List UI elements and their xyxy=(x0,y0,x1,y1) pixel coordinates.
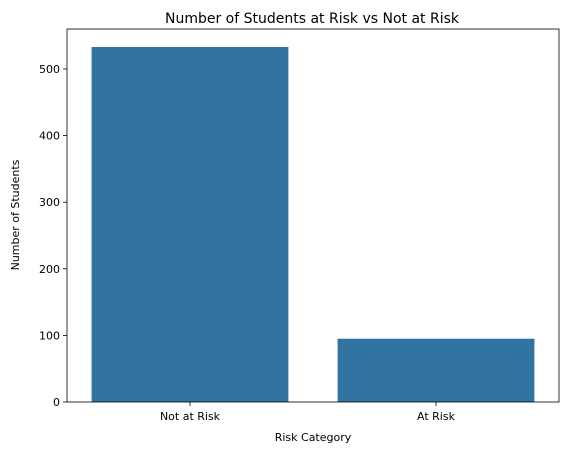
y-tick-label: 500 xyxy=(39,63,60,76)
plot-frame xyxy=(66,28,560,403)
y-tick-label: 300 xyxy=(39,196,60,209)
y-axis-ticks: 0 100 200 300 400 500 xyxy=(39,63,67,409)
y-tick-label: 0 xyxy=(53,396,60,409)
y-tick-label: 100 xyxy=(39,329,60,342)
bar-not-at-risk xyxy=(91,46,289,403)
x-axis-ticks: Not at Risk At Risk xyxy=(160,402,456,423)
chart-title: Number of Students at Risk vs Not at Ris… xyxy=(165,11,460,27)
y-axis-label: Number of Students xyxy=(9,159,22,270)
x-tick-label: At Risk xyxy=(417,410,456,423)
y-tick-label: 400 xyxy=(39,130,60,143)
x-tick-label: Not at Risk xyxy=(160,410,221,423)
bar-at-risk xyxy=(337,338,535,402)
bars-group xyxy=(91,46,535,403)
y-tick-label: 200 xyxy=(39,263,60,276)
x-axis-label: Risk Category xyxy=(275,431,352,444)
